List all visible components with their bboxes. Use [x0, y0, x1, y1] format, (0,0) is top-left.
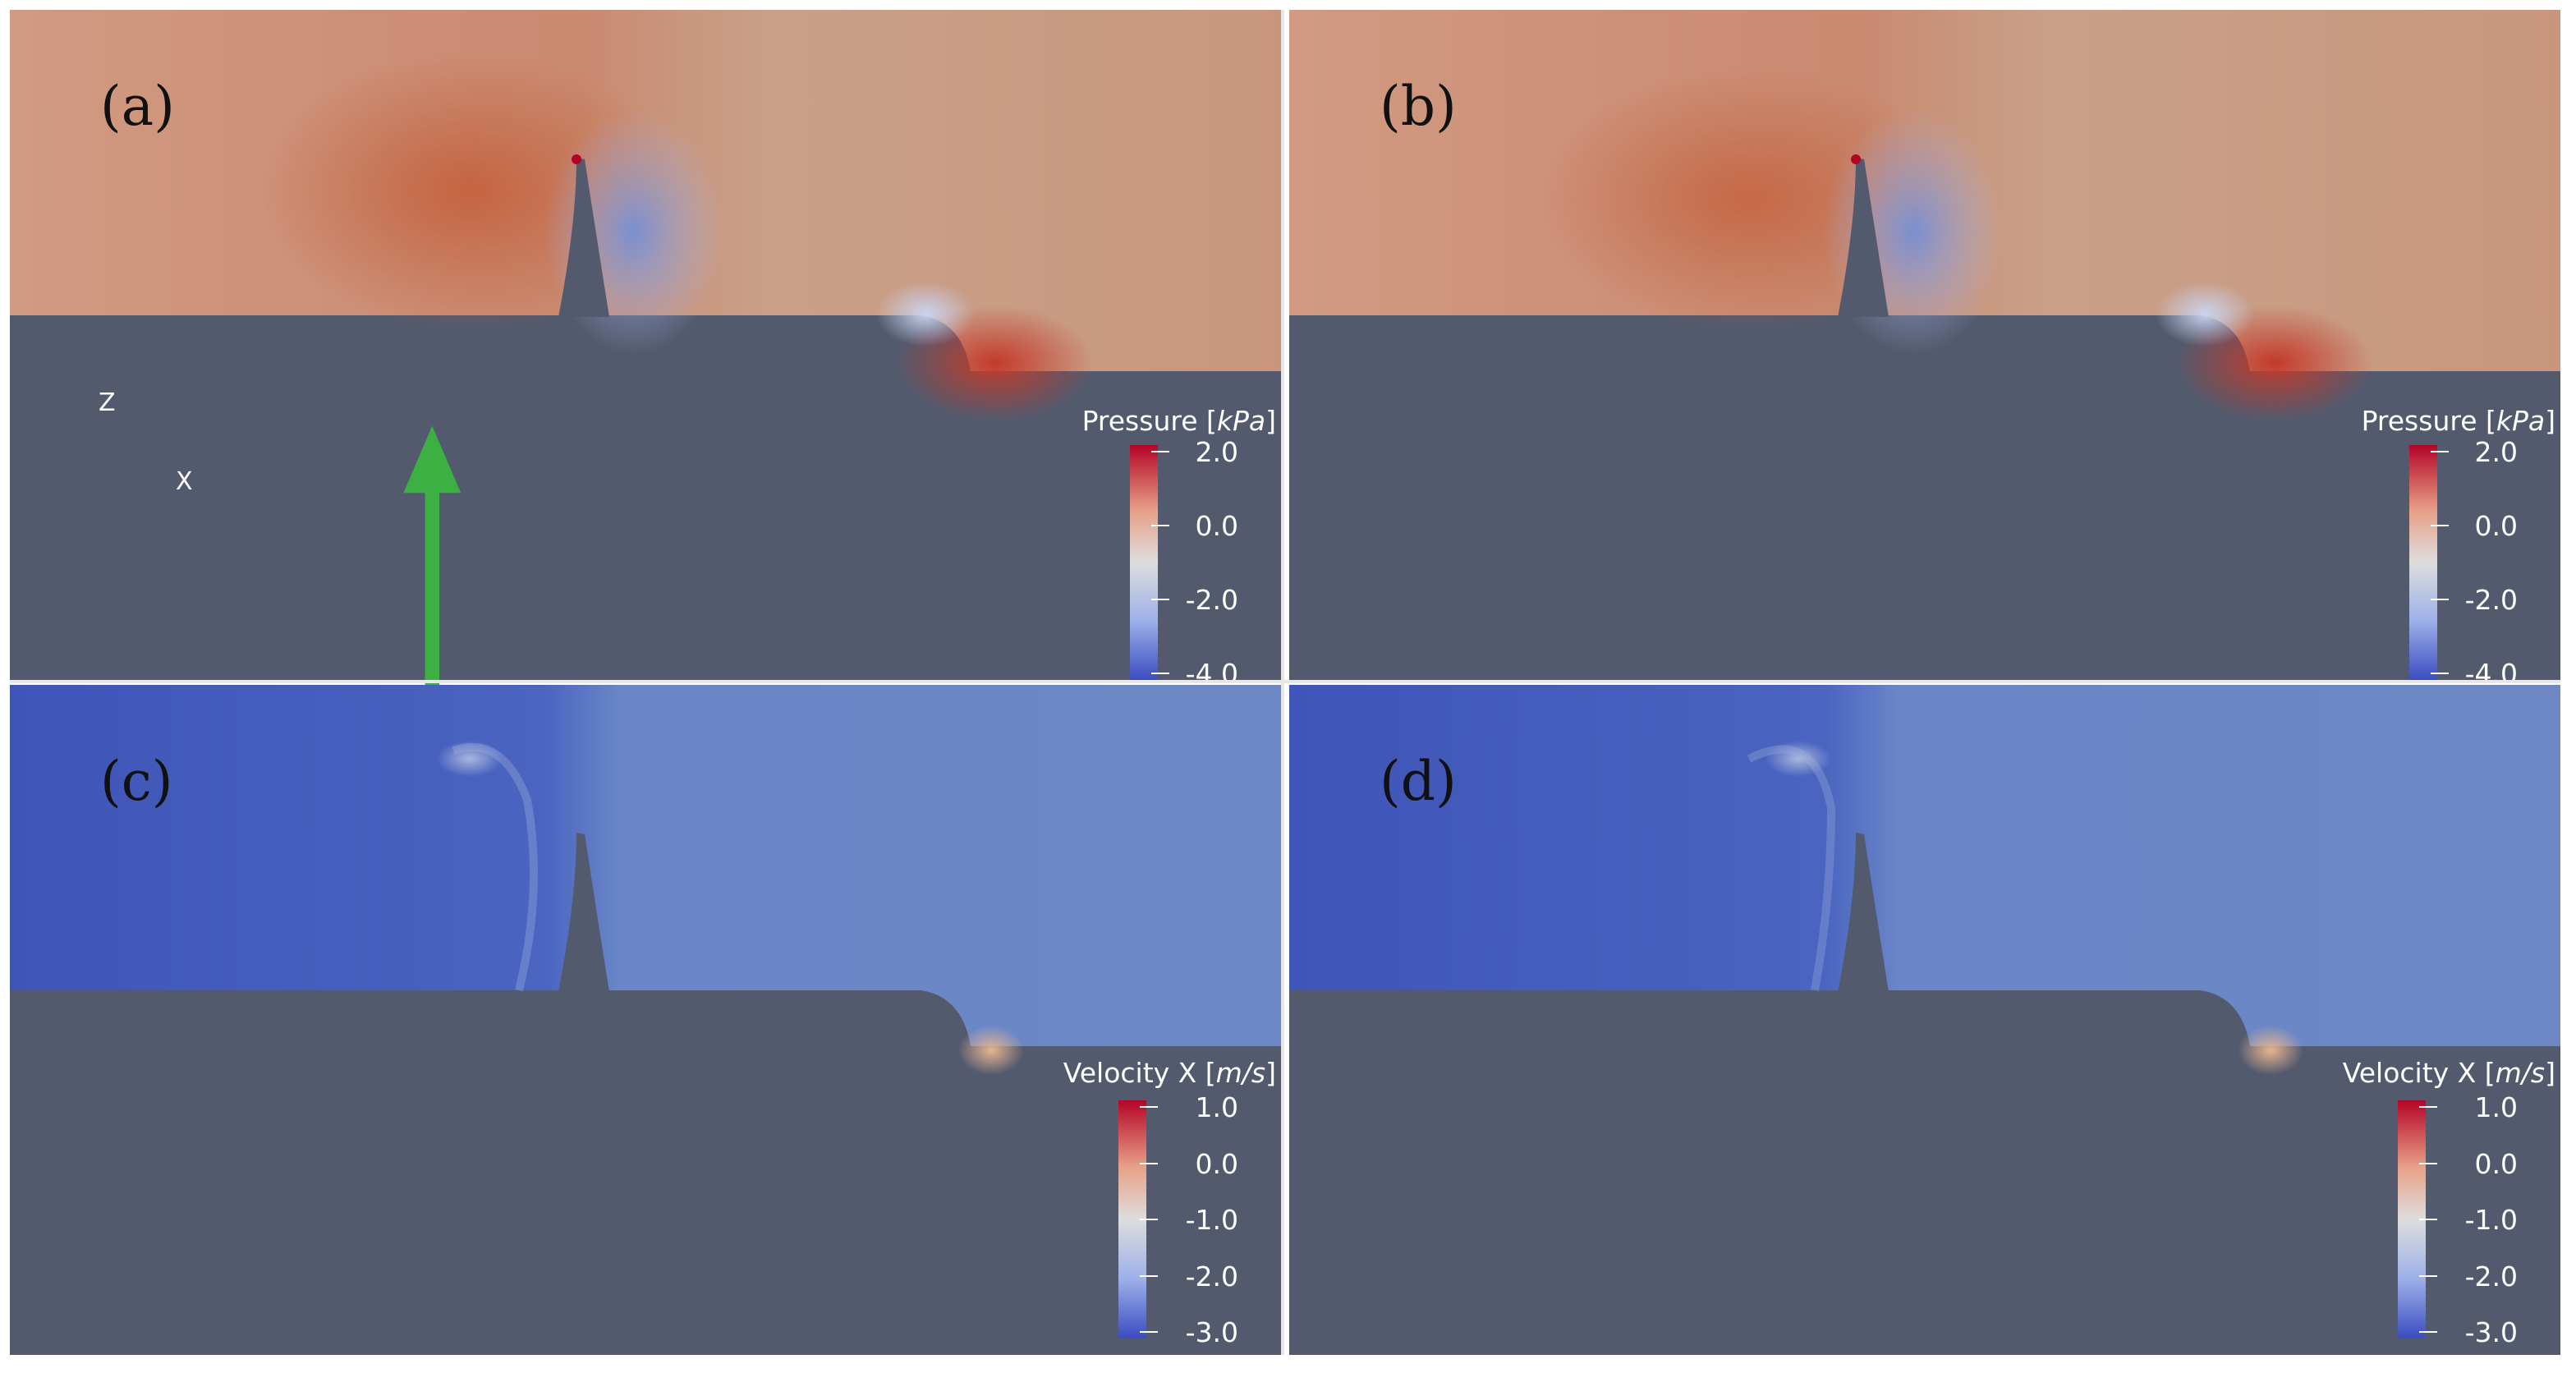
colorbar-tick-label: 1.0	[1195, 1091, 1238, 1123]
corner-positive-velocity	[958, 1026, 1024, 1075]
axes-orientation-icon: Z X	[84, 388, 921, 972]
vortex-glow	[1766, 741, 1831, 777]
colorbar-tick-label: -4.0	[2464, 658, 2518, 690]
fluid-region	[10, 685, 1281, 1046]
colorbar-tick	[1151, 525, 1169, 526]
colorbar-tick	[1140, 1331, 1158, 1333]
x-axis-label: X	[176, 467, 193, 496]
colorbar-tick	[2419, 1331, 2437, 1333]
panel-label: (d)	[1380, 750, 1457, 813]
low-pressure-zone	[1823, 108, 2004, 355]
corner-low-pressure	[2156, 281, 2254, 347]
blade-solid	[558, 158, 609, 317]
colorbar-tick-label: 0.0	[1195, 510, 1238, 542]
panel-label: (b)	[1380, 75, 1457, 138]
colorbar-tick-label: 0.0	[2474, 1147, 2518, 1180]
colorbar-tick-label: -2.0	[2464, 584, 2518, 616]
colorbar-tick-label: -3.0	[2464, 1316, 2518, 1348]
fluid-region	[1289, 685, 2560, 1046]
colorbar-tick	[2431, 525, 2449, 526]
colorbar-tick	[2419, 1219, 2437, 1220]
colorbar-tick	[1140, 1274, 1158, 1277]
corner-positive-velocity	[2238, 1026, 2303, 1075]
colorbar-gradient	[1130, 445, 1158, 680]
colorbar-tick-label: 0.0	[2474, 510, 2518, 542]
colorbar-tick	[1140, 1162, 1158, 1164]
colorbar-tick-label: -1.0	[2464, 1204, 2518, 1236]
colorbar-tick-label: -3.0	[1185, 1316, 1238, 1348]
colorbar-tick	[1151, 673, 1169, 674]
colorbar-tick	[2431, 451, 2449, 452]
colorbar-tick	[1140, 1219, 1158, 1220]
colorbar-tick-label: -1.0	[1185, 1204, 1238, 1236]
colorbar-tick-label: 2.0	[2474, 436, 2518, 468]
corner-low-pressure	[876, 281, 975, 347]
colorbar-tick-label: 2.0	[1195, 436, 1238, 468]
horizontal-divider	[10, 680, 2560, 683]
colorbar-title: Velocity X [m/s]	[2342, 1057, 2555, 1089]
colorbar-gradient	[2409, 445, 2437, 680]
colorbar-tick	[2419, 1274, 2437, 1277]
colorbar-tick-label: -2.0	[1185, 584, 1238, 616]
colorbar-tick-label: -2.0	[1185, 1260, 1238, 1293]
colorbar-title: Pressure [kPa]	[2361, 405, 2555, 437]
colorbar-tick	[1151, 451, 1169, 452]
blade-solid	[558, 833, 609, 992]
blade-tip-peak	[572, 154, 581, 164]
blade-tip-peak	[1851, 154, 1861, 164]
panel-a: (a) Z X Pressure [kPa] 2.0 0.0 -2.0 -4.0	[10, 10, 1281, 972]
colorbar-tick	[1140, 1106, 1158, 1108]
panel-label: (c)	[100, 750, 173, 813]
colorbar-title: Pressure [kPa]	[1081, 405, 1276, 437]
colorbar-title: Velocity X [m/s]	[1063, 1057, 1276, 1089]
colorbar-tick	[2431, 599, 2449, 600]
panel-c: (c) Velocity X [m/s] 1.0 0.0 -1.0 -2.0 -3.0	[10, 685, 1281, 1355]
colorbar-tick-label: 1.0	[2474, 1091, 2518, 1123]
blade-solid	[1838, 833, 1889, 992]
velocity-field-plot	[10, 685, 1281, 1355]
colorbar-tick	[1151, 599, 1169, 600]
colorbar-tick	[2419, 1162, 2437, 1164]
colorbar-tick-label: 0.0	[1195, 1147, 1238, 1180]
z-axis-label: Z	[99, 388, 116, 417]
panel-d: (d) Velocity X [m/s] 1.0 0.0 -1.0 -2.0 -3.0	[1289, 685, 2560, 1355]
panel-label: (a)	[100, 75, 175, 138]
vortex-glow	[437, 741, 503, 777]
colorbar-tick-label: -2.0	[2464, 1260, 2518, 1293]
low-pressure-zone	[544, 108, 724, 355]
velocity-field-plot	[1289, 685, 2560, 1355]
panel-b: (b) Pressure [kPa] 2.0 0.0 -2.0 -4.0	[1289, 10, 2560, 687]
pressure-field-plot	[10, 10, 1281, 680]
colorbar-tick	[2431, 673, 2449, 674]
pressure-field-plot	[1289, 10, 2560, 680]
colorbar-tick-label: -4.0	[1185, 658, 1238, 690]
colorbar-tick	[2419, 1106, 2437, 1108]
blade-solid	[1838, 158, 1889, 317]
